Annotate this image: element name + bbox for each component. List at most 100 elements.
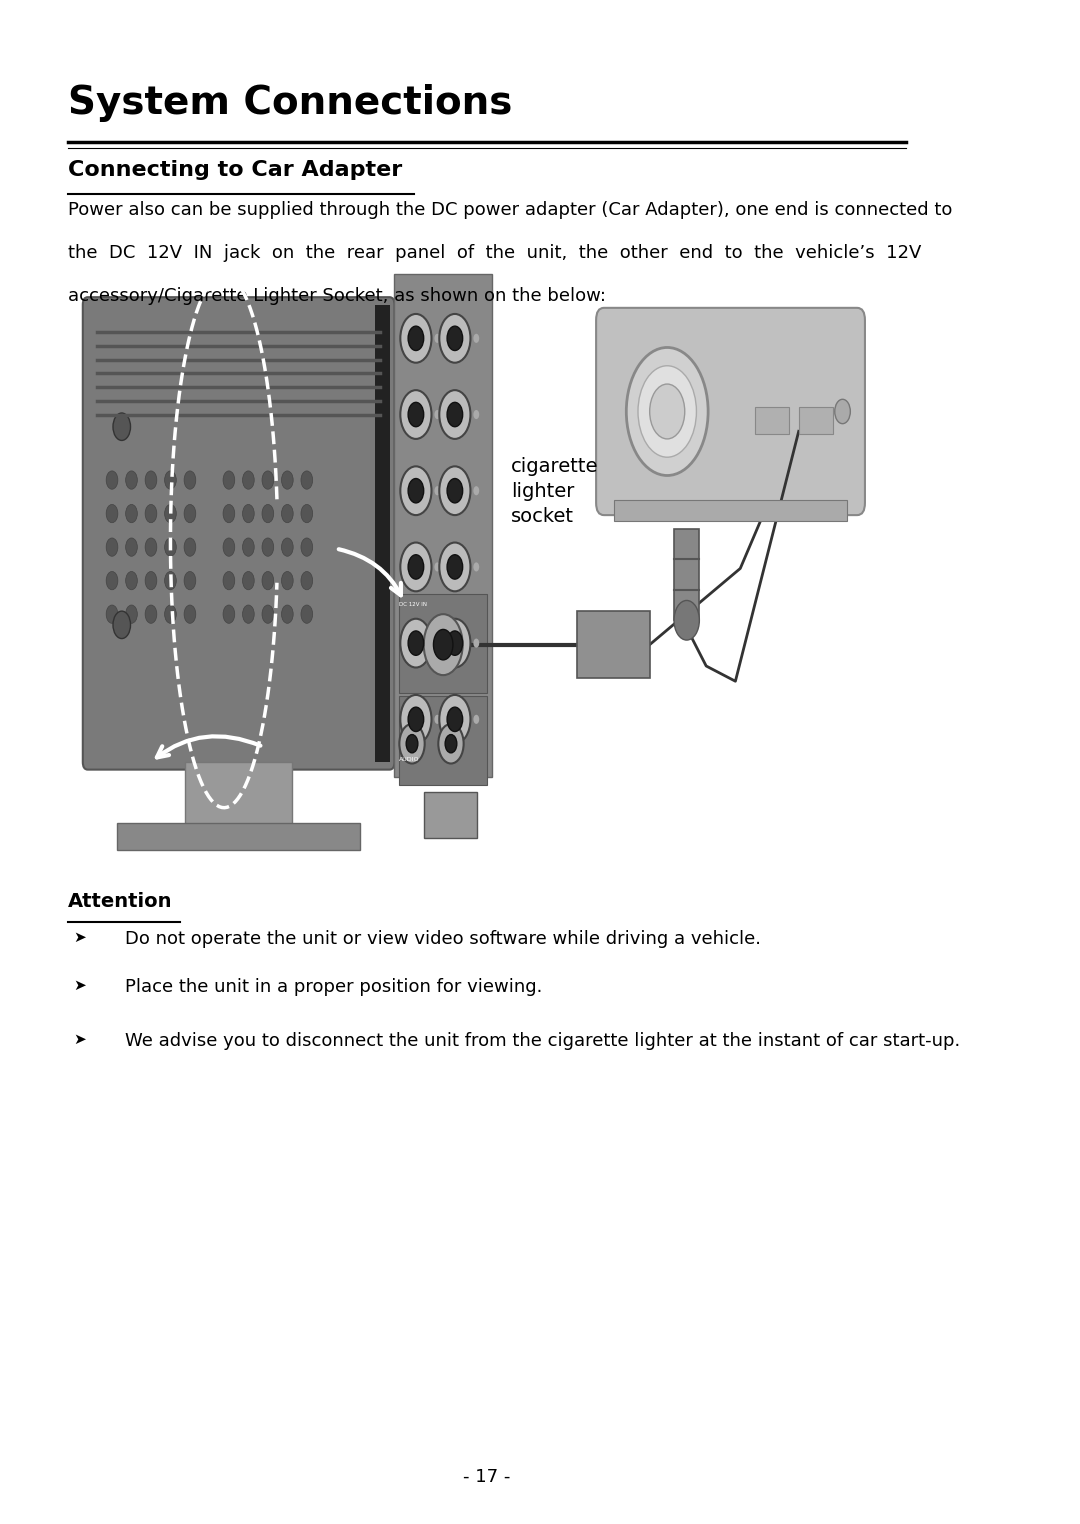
Circle shape bbox=[145, 471, 157, 489]
Circle shape bbox=[438, 724, 463, 764]
Circle shape bbox=[243, 605, 254, 623]
Bar bbox=[185, 762, 293, 831]
Circle shape bbox=[224, 471, 234, 489]
FancyBboxPatch shape bbox=[596, 308, 865, 515]
Circle shape bbox=[638, 366, 697, 457]
Circle shape bbox=[434, 562, 441, 572]
Bar bbox=[674, 529, 700, 620]
Text: cigarette
lighter
socket: cigarette lighter socket bbox=[511, 457, 599, 526]
Circle shape bbox=[164, 538, 176, 556]
Circle shape bbox=[473, 486, 480, 495]
Circle shape bbox=[262, 504, 273, 523]
Text: - 17 -: - 17 - bbox=[463, 1468, 511, 1486]
Circle shape bbox=[473, 715, 480, 724]
Circle shape bbox=[106, 572, 118, 590]
Text: Do not operate the unit or view video software while driving a vehicle.: Do not operate the unit or view video so… bbox=[124, 930, 760, 948]
Circle shape bbox=[447, 707, 462, 732]
Circle shape bbox=[184, 538, 195, 556]
Text: ➤: ➤ bbox=[73, 1032, 85, 1047]
Bar bbox=[423, 792, 477, 838]
Circle shape bbox=[113, 413, 131, 440]
Text: the  DC  12V  IN  jack  on  the  rear  panel  of  the  unit,  the  other  end  t: the DC 12V IN jack on the rear panel of … bbox=[68, 244, 921, 262]
FancyBboxPatch shape bbox=[83, 297, 394, 770]
Bar bbox=[394, 274, 491, 777]
Circle shape bbox=[434, 486, 441, 495]
Text: Connecting to Car Adapter: Connecting to Car Adapter bbox=[68, 160, 403, 180]
Circle shape bbox=[125, 572, 137, 590]
Circle shape bbox=[434, 410, 441, 419]
Bar bbox=[613, 500, 848, 521]
Circle shape bbox=[447, 479, 462, 503]
Bar bbox=[400, 696, 487, 785]
Circle shape bbox=[473, 334, 480, 343]
Circle shape bbox=[408, 631, 423, 655]
Circle shape bbox=[282, 471, 293, 489]
Circle shape bbox=[401, 619, 432, 668]
Circle shape bbox=[440, 466, 471, 515]
Circle shape bbox=[164, 605, 176, 623]
Bar bbox=[799, 407, 833, 434]
Circle shape bbox=[434, 639, 441, 648]
Circle shape bbox=[243, 504, 254, 523]
Circle shape bbox=[408, 707, 423, 732]
Circle shape bbox=[262, 605, 273, 623]
Circle shape bbox=[184, 504, 195, 523]
Circle shape bbox=[434, 334, 441, 343]
Text: System Connections: System Connections bbox=[68, 84, 513, 122]
Circle shape bbox=[434, 715, 441, 724]
Circle shape bbox=[440, 314, 471, 363]
Circle shape bbox=[440, 543, 471, 591]
Circle shape bbox=[433, 629, 453, 660]
Circle shape bbox=[408, 555, 423, 579]
Circle shape bbox=[447, 631, 462, 655]
Circle shape bbox=[243, 471, 254, 489]
Circle shape bbox=[626, 347, 708, 475]
Circle shape bbox=[473, 639, 480, 648]
Circle shape bbox=[164, 471, 176, 489]
Text: ➤: ➤ bbox=[73, 978, 85, 994]
Circle shape bbox=[262, 572, 273, 590]
Circle shape bbox=[145, 572, 157, 590]
Circle shape bbox=[301, 471, 313, 489]
Circle shape bbox=[650, 384, 685, 439]
Circle shape bbox=[224, 504, 234, 523]
Bar bbox=[577, 611, 650, 678]
Circle shape bbox=[145, 504, 157, 523]
Circle shape bbox=[401, 390, 432, 439]
Circle shape bbox=[184, 605, 195, 623]
Circle shape bbox=[301, 605, 313, 623]
Circle shape bbox=[106, 471, 118, 489]
Circle shape bbox=[282, 572, 293, 590]
Circle shape bbox=[125, 538, 137, 556]
Circle shape bbox=[440, 390, 471, 439]
Circle shape bbox=[447, 402, 462, 427]
Circle shape bbox=[401, 695, 432, 744]
Circle shape bbox=[301, 504, 313, 523]
Circle shape bbox=[164, 504, 176, 523]
Circle shape bbox=[164, 572, 176, 590]
Circle shape bbox=[447, 326, 462, 351]
Circle shape bbox=[224, 605, 234, 623]
Bar bbox=[755, 407, 789, 434]
Text: ➤: ➤ bbox=[73, 930, 85, 945]
Bar bbox=[375, 305, 390, 762]
Circle shape bbox=[301, 572, 313, 590]
Circle shape bbox=[224, 538, 234, 556]
Text: Power also can be supplied through the DC power adapter (Car Adapter), one end i: Power also can be supplied through the D… bbox=[68, 201, 953, 219]
Circle shape bbox=[406, 735, 418, 753]
Circle shape bbox=[674, 600, 700, 640]
Text: accessory/Cigarette Lighter Socket, as shown on the below:: accessory/Cigarette Lighter Socket, as s… bbox=[68, 287, 606, 305]
Circle shape bbox=[145, 605, 157, 623]
Text: Place the unit in a proper position for viewing.: Place the unit in a proper position for … bbox=[124, 978, 542, 997]
Circle shape bbox=[401, 543, 432, 591]
Circle shape bbox=[243, 538, 254, 556]
Circle shape bbox=[106, 538, 118, 556]
Circle shape bbox=[125, 504, 137, 523]
Circle shape bbox=[301, 538, 313, 556]
Circle shape bbox=[408, 479, 423, 503]
Circle shape bbox=[262, 538, 273, 556]
Circle shape bbox=[125, 605, 137, 623]
Circle shape bbox=[184, 471, 195, 489]
Circle shape bbox=[835, 399, 850, 424]
Circle shape bbox=[408, 402, 423, 427]
